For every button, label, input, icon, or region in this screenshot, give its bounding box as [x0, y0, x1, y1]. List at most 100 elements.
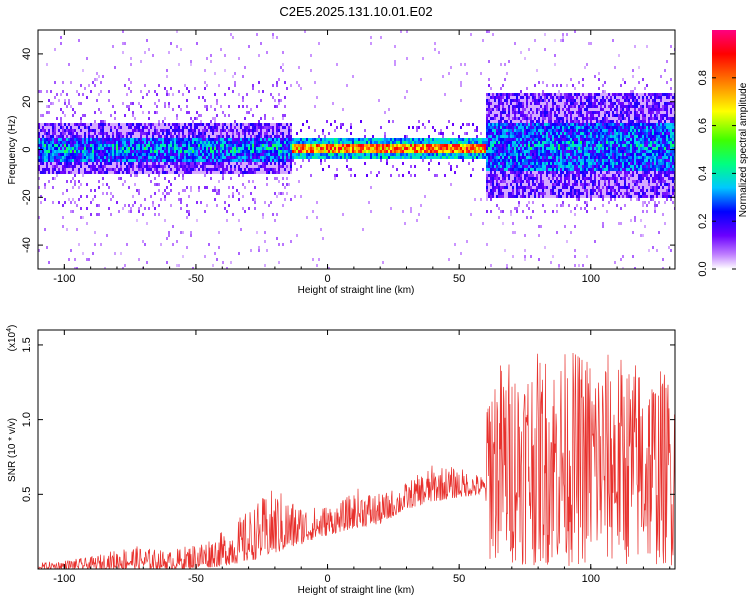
heatmap-cell: [330, 144, 332, 147]
heatmap-cell: [340, 150, 342, 153]
heatmap-cell: [252, 144, 254, 147]
heatmap-cell: [284, 138, 286, 141]
heatmap-cell: [490, 87, 492, 90]
heatmap-cell: [278, 99, 280, 102]
heatmap-cell: [172, 153, 174, 156]
heatmap-cell: [214, 252, 216, 255]
heatmap-cell: [500, 171, 502, 174]
heatmap-cell: [526, 192, 528, 195]
heatmap-cell: [336, 144, 338, 147]
heatmap-cell: [522, 141, 524, 144]
heatmap-cell: [226, 165, 228, 168]
heatmap-cell: [552, 156, 554, 159]
heatmap-cell: [144, 207, 146, 210]
heatmap-cell: [516, 96, 518, 99]
heatmap-cell: [170, 159, 172, 162]
heatmap-cell: [258, 156, 260, 159]
heatmap-cell: [490, 105, 492, 108]
heatmap-cell: [544, 48, 546, 51]
heatmap-cell: [70, 249, 72, 252]
heatmap-cell: [508, 192, 510, 195]
heatmap-cell: [48, 159, 50, 162]
heatmap-cell: [494, 168, 496, 171]
heatmap-cell: [252, 147, 254, 150]
heatmap-cell: [500, 114, 502, 117]
heatmap-cell: [102, 177, 104, 180]
heatmap-cell: [266, 51, 268, 54]
heatmap-cell: [138, 258, 140, 261]
heatmap-cell: [302, 147, 304, 150]
heatmap-cell: [48, 153, 50, 156]
heatmap-cell: [186, 138, 188, 141]
heatmap-cell: [270, 165, 272, 168]
heatmap-cell: [164, 105, 166, 108]
heatmap-cell: [526, 177, 528, 180]
heatmap-cell: [434, 144, 436, 147]
heatmap-cell: [166, 162, 168, 165]
heatmap-cell: [82, 69, 84, 72]
heatmap-cell: [216, 123, 218, 126]
heatmap-cell: [202, 126, 204, 129]
heatmap-cell: [212, 150, 214, 153]
heatmap-cell: [144, 129, 146, 132]
heatmap-cell: [116, 138, 118, 141]
heatmap-cell: [518, 159, 520, 162]
heatmap-cell: [114, 117, 116, 120]
heatmap-cell: [428, 162, 430, 165]
heatmap-cell: [490, 177, 492, 180]
heatmap-cell: [58, 159, 60, 162]
heatmap-cell: [486, 96, 488, 99]
heatmap-cell: [284, 168, 286, 171]
heatmap-cell: [62, 162, 64, 165]
heatmap-cell: [520, 171, 522, 174]
heatmap-cell: [476, 141, 478, 144]
heatmap-cell: [222, 126, 224, 129]
heatmap-cell: [494, 129, 496, 132]
heatmap-cell: [172, 171, 174, 174]
heatmap-cell: [470, 150, 472, 153]
heatmap-cell: [238, 156, 240, 159]
heatmap-cell: [272, 135, 274, 138]
heatmap-cell: [178, 159, 180, 162]
heatmap-cell: [270, 138, 272, 141]
heatmap-cell: [232, 195, 234, 198]
heatmap-cell: [384, 150, 386, 153]
heatmap-cell: [500, 138, 502, 141]
heatmap-cell: [518, 105, 520, 108]
heatmap-cell: [210, 105, 212, 108]
heatmap-cell: [514, 153, 516, 156]
heatmap-cell: [286, 168, 288, 171]
heatmap-cell: [434, 150, 436, 153]
heatmap-cell: [94, 165, 96, 168]
heatmap-cell: [484, 147, 486, 150]
heatmap-cell: [414, 165, 416, 168]
heatmap-cell: [98, 153, 100, 156]
heatmap-cell: [282, 117, 284, 120]
heatmap-cell: [312, 144, 314, 147]
heatmap-cell: [488, 129, 490, 132]
heatmap-cell: [508, 96, 510, 99]
heatmap-cell: [38, 138, 40, 141]
heatmap-cell: [232, 36, 234, 39]
heatmap-cell: [504, 153, 506, 156]
heatmap-cell: [460, 138, 462, 141]
heatmap-cell: [132, 168, 134, 171]
heatmap-cell: [398, 147, 400, 150]
heatmap-cell: [508, 150, 510, 153]
heatmap-cell: [120, 171, 122, 174]
heatmap-cell: [100, 123, 102, 126]
heatmap-cell: [238, 192, 240, 195]
heatmap-cell: [544, 171, 546, 174]
heatmap-cell: [56, 156, 58, 159]
heatmap-cell: [394, 144, 396, 147]
heatmap-cell: [112, 45, 114, 48]
heatmap-cell: [512, 222, 514, 225]
heatmap-cell: [56, 123, 58, 126]
heatmap-cell: [124, 165, 126, 168]
heatmap-cell: [494, 165, 496, 168]
heatmap-cell: [350, 150, 352, 153]
heatmap-cell: [124, 168, 126, 171]
heatmap-cell: [190, 234, 192, 237]
heatmap-cell: [442, 135, 444, 138]
heatmap-cell: [542, 117, 544, 120]
